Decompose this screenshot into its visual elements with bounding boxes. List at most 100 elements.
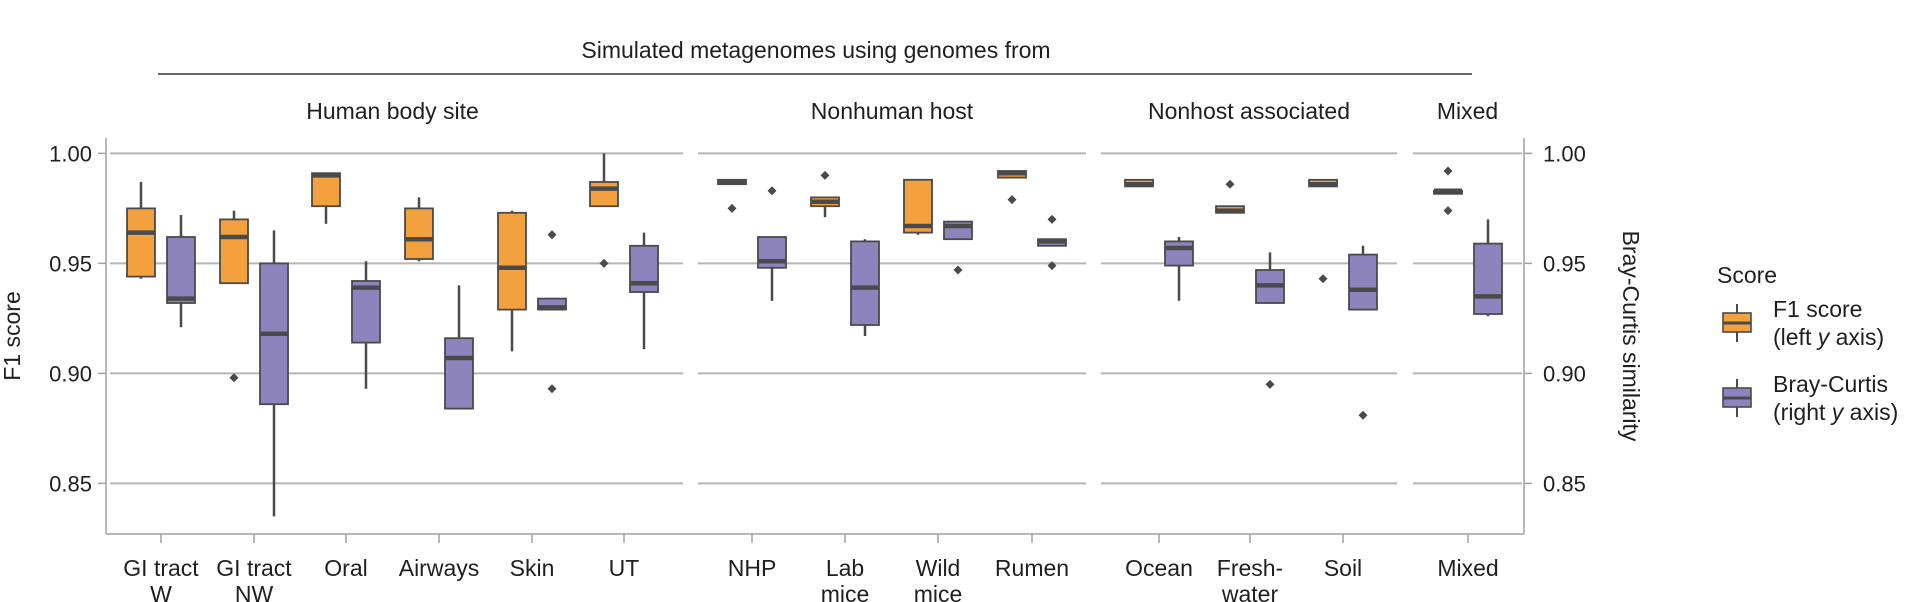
box-skin <box>537 230 567 394</box>
box-body <box>1473 242 1503 315</box>
box-flier <box>953 265 963 275</box>
box-body <box>351 280 381 344</box>
x-tick-label: water <box>1221 581 1279 602</box>
box-flier <box>229 373 239 383</box>
legend-sublabel: (right y axis) <box>1773 399 1898 425</box>
box-flier <box>727 203 737 213</box>
box-body <box>126 207 156 278</box>
box-rumen <box>997 170 1027 205</box>
box-body <box>1348 253 1378 311</box>
box-soil <box>1308 178 1338 284</box>
x-tick-label: mice <box>914 581 963 602</box>
box-flier <box>1007 195 1017 205</box>
box-flier <box>1047 214 1057 224</box>
box-ut <box>629 232 659 350</box>
x-tick-label: Fresh- <box>1217 555 1283 581</box>
legend-label: F1 score <box>1773 296 1862 322</box>
box-body <box>311 172 341 208</box>
box-nhp <box>717 178 747 213</box>
box-oral <box>351 261 381 389</box>
y-tick-label-left: 0.95 <box>49 251 92 276</box>
box-gi-tract-nw <box>219 210 249 383</box>
box-gi-tract-w <box>166 215 196 328</box>
box-mixed <box>1473 219 1503 317</box>
x-tick-label: Oral <box>324 555 367 581</box>
box-nhp <box>757 186 787 301</box>
box-fresh-water <box>1215 179 1245 214</box>
x-tick-label: Airways <box>399 555 480 581</box>
box-body <box>850 240 880 326</box>
box-body <box>219 218 249 285</box>
box-flier <box>1225 179 1235 189</box>
x-tick-label: Skin <box>510 555 555 581</box>
box-body <box>444 337 474 410</box>
box-body <box>404 207 434 260</box>
box-wild-mice <box>943 220 973 275</box>
box-wild-mice <box>903 178 933 235</box>
x-tick-label: NHP <box>728 555 777 581</box>
box-skin <box>497 210 527 352</box>
box-flier <box>1443 206 1453 216</box>
box-flier <box>1047 261 1057 271</box>
y-tick-label-left: 1.00 <box>49 141 92 166</box>
y-tick-label-right: 0.85 <box>1543 471 1586 496</box>
box-gi-tract-nw <box>259 230 289 517</box>
y-tick-label-right: 0.90 <box>1543 361 1586 386</box>
box-rumen <box>1037 214 1067 271</box>
box-body <box>1164 240 1194 267</box>
box-flier <box>599 258 609 268</box>
y-tick-label-right: 1.00 <box>1543 141 1586 166</box>
x-tick-label: mice <box>821 581 870 602</box>
legend-sublabel: (left y axis) <box>1773 324 1884 350</box>
y-tick-label-left: 0.90 <box>49 361 92 386</box>
y-tick-label-right: 0.95 <box>1543 251 1586 276</box>
box-mixed <box>1433 166 1463 216</box>
x-tick-label: W <box>150 581 172 602</box>
legend-title: Score <box>1717 262 1777 288</box>
y-tick-label-left: 0.85 <box>49 471 92 496</box>
box-body <box>166 236 196 304</box>
legend-label: Bray-Curtis <box>1773 371 1888 397</box>
box-flier <box>820 170 830 180</box>
box-ut <box>589 153 619 268</box>
plot-area: 1.00 1.00 0.95 0.95 0.90 0.90 0.85 0.85 Human bo… <box>49 98 1586 602</box>
group-label: Nonhuman host <box>811 98 974 124</box>
box-airways <box>404 197 434 262</box>
box-fresh-water <box>1255 252 1285 389</box>
x-tick-label: Ocean <box>1125 555 1193 581</box>
x-tick-label: UT <box>609 555 640 581</box>
box-flier <box>1443 166 1453 176</box>
box-flier <box>1358 410 1368 420</box>
box-flier <box>547 230 557 240</box>
x-tick-label: NW <box>235 581 274 602</box>
box-soil <box>1348 245 1378 420</box>
group-label: Human body site <box>306 98 479 124</box>
box-body <box>589 181 619 208</box>
box-lab-mice <box>810 170 840 218</box>
box-ocean <box>1124 178 1154 188</box>
box-body <box>497 211 527 311</box>
chart-title: Simulated metagenomes using genomes from <box>581 37 1050 63</box>
x-tick-label: Soil <box>1324 555 1362 581</box>
box-gi-tract-w <box>126 182 156 279</box>
legend-item: Bray-Curtis(right y axis) <box>1722 371 1898 425</box>
box-ocean <box>1164 237 1194 301</box>
box-flier <box>767 186 777 196</box>
x-tick-label: GI tract <box>216 555 292 581</box>
y-axis-right-title: Bray-Curtis similarity <box>1618 231 1644 442</box>
y-axis-left-title: F1 score <box>0 291 25 380</box>
x-tick-label: GI tract <box>123 555 199 581</box>
x-tick-label: Wild <box>916 555 961 581</box>
x-tick-label: Mixed <box>1437 555 1498 581</box>
box-oral <box>311 172 341 224</box>
group-label: Mixed <box>1437 98 1498 124</box>
box-airways <box>444 285 474 410</box>
x-tick-label: Rumen <box>995 555 1069 581</box>
x-tick-label: Lab <box>826 555 864 581</box>
group-label: Nonhost associated <box>1148 98 1350 124</box>
legend: Score F1 score(left y axis) Bray-Curtis(ri… <box>1717 262 1898 425</box>
legend-item: F1 score(left y axis) <box>1722 296 1884 350</box>
box-flier <box>1265 379 1275 389</box>
box-lab-mice <box>850 239 880 336</box>
